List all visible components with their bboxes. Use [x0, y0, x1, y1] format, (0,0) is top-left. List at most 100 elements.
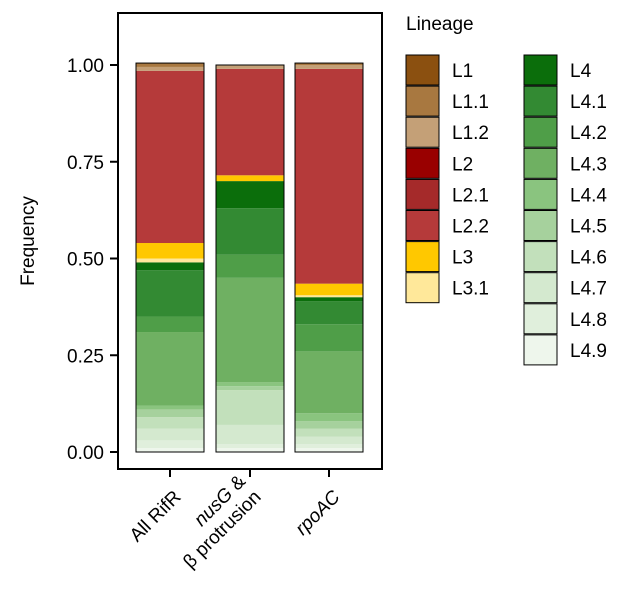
bar-segment-l4-8 [295, 444, 363, 449]
legend-swatch [523, 303, 558, 335]
legend-swatch [405, 85, 440, 117]
bar-segment-l4-3 [295, 351, 363, 414]
bar-stack-nusg-protrusion [215, 64, 285, 453]
bar-segment-l4-7 [216, 424, 284, 445]
legend-swatch [523, 241, 558, 273]
bar-outline [135, 62, 205, 453]
bar-segment-l4-2 [216, 254, 284, 278]
legend-swatch [523, 178, 558, 210]
legend-label: L4.3 [570, 154, 607, 175]
legend: Lineage L1 L1.1 L1.2 L2 L2.1 L2.2 L3 L3.1 L4 L4.1 L… [405, 14, 607, 366]
y-tick-label: 0.75 [67, 153, 104, 174]
legend-label: L4.2 [570, 123, 607, 144]
legend-swatch [405, 241, 440, 273]
bar-segment-l2-2 [216, 68, 284, 176]
legend-swatch [523, 272, 558, 304]
bar-segment-l4-6 [136, 417, 204, 429]
bar-segment-l4-2 [136, 316, 204, 333]
bar-segment-l4-4 [295, 413, 363, 422]
bar-outline [215, 64, 285, 453]
bar-segment-l4-1 [295, 301, 363, 325]
legend-swatch [523, 210, 558, 241]
bar-segment-l3 [136, 243, 204, 259]
legend-swatch [405, 272, 440, 304]
x-tick-label-nusg-protrusion: nusG &β protrusion [164, 471, 266, 573]
legend-swatch [405, 210, 440, 241]
bar-segment-l4-6 [295, 428, 363, 437]
legend-item-l3-1: L3.1 [405, 272, 489, 304]
legend-swatch [523, 85, 558, 117]
bar-stack-rpoac [294, 62, 364, 453]
legend-item-l3: L3 [405, 241, 473, 273]
legend-item-l4-3: L4.3 [523, 147, 607, 179]
legend-label: L4.5 [570, 217, 607, 238]
bar-segment-l4 [216, 181, 284, 209]
legend-label: L4.4 [570, 185, 607, 206]
legend-label: L4.9 [570, 341, 607, 362]
legend-label: L4.7 [570, 279, 607, 300]
bar-segment-l4-6 [216, 390, 284, 425]
y-tick-label: 0.00 [67, 443, 104, 464]
bar-segment-l3-1 [295, 295, 363, 298]
legend-item-l2-1: L2.1 [405, 178, 489, 210]
legend-swatch [405, 178, 440, 210]
legend-item-l4-1: L4.1 [523, 85, 607, 117]
bar-segment-l3-1 [136, 258, 204, 263]
legend-label: L2.1 [452, 185, 489, 206]
legend-item-l4-6: L4.6 [523, 241, 607, 273]
bar-stack-all-rifr [135, 62, 205, 453]
legend-item-l1-2: L1.2 [405, 116, 489, 148]
legend-item-l1-1: L1.1 [405, 85, 489, 117]
bar-segment-l4-4 [136, 405, 204, 410]
legend-label: L2 [452, 154, 473, 175]
bar-segment-l4 [295, 297, 363, 302]
legend-label: L4.6 [570, 248, 607, 269]
legend-swatch [523, 147, 558, 179]
legend-item-l4-2: L4.2 [523, 116, 607, 148]
legend-label: L1.2 [452, 123, 489, 144]
bar-segment-l4-1 [216, 208, 284, 255]
bar-segment-l2-2 [136, 70, 204, 244]
bar-segment-l3 [295, 283, 363, 296]
y-tick-label: 0.50 [67, 250, 104, 271]
bar-segment-l4-5 [136, 409, 204, 418]
bar-segment-l1-2 [136, 66, 204, 71]
legend-swatch [405, 147, 440, 179]
bar-segment-l4-3 [136, 332, 204, 406]
legend-item-l1: L1 [405, 54, 473, 86]
y-axis: 0.00 0.25 0.50 0.75 1.00 [67, 56, 118, 464]
legend-item-l4: L4 [523, 54, 592, 86]
x-tick-label-all-rifr: All RifR [126, 487, 186, 547]
y-axis-title: Frequency [18, 196, 39, 286]
legend-swatch [523, 54, 558, 86]
legend-label: L4 [570, 61, 592, 82]
legend-item-l4-8: L4.8 [523, 303, 607, 335]
legend-item-l4-7: L4.7 [523, 272, 607, 304]
bar-segment-l4-5 [216, 386, 284, 391]
bar-segment-l4-5 [295, 421, 363, 429]
legend-label: L2.2 [452, 217, 489, 238]
bar-outline [294, 62, 364, 453]
bar-segment-l4-9 [295, 448, 363, 452]
legend-swatch [523, 334, 558, 366]
legend-item-l2: L2 [405, 147, 473, 179]
legend-title: Lineage [406, 14, 474, 35]
bar-segment-l4-7 [295, 436, 363, 445]
legend-swatch [523, 116, 558, 148]
bar-segment-l4-8 [216, 444, 284, 449]
x-axis: All RifR nusG &β protrusion rpoAC [126, 469, 345, 573]
bar-segment-l4-7 [136, 428, 204, 441]
legend-label: L4.8 [570, 310, 607, 331]
y-tick-label: 1.00 [67, 56, 104, 77]
bar-stacks [135, 62, 364, 453]
bar-segment-l1-2 [295, 65, 363, 69]
legend-label: L1 [452, 61, 473, 82]
bar-segment-l4-9 [136, 448, 204, 452]
bar-segment-l4-1 [136, 270, 204, 317]
legend-label: L3.1 [452, 279, 489, 300]
legend-item-l4-4: L4.4 [523, 178, 607, 210]
y-tick-label: 0.25 [67, 346, 104, 367]
bar-segment-l4-2 [295, 324, 363, 352]
legend-label: L4.1 [570, 92, 607, 113]
